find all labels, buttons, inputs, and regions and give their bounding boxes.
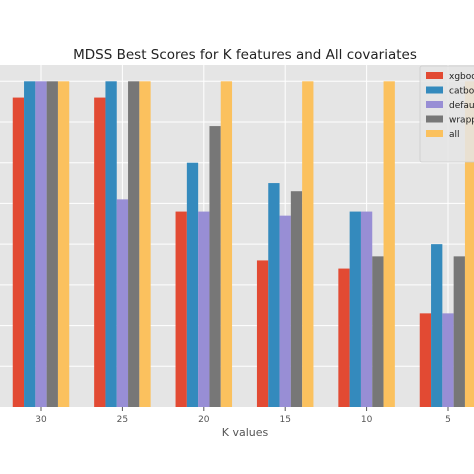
bar-xgboo-10 [338,268,350,407]
x-tick-label: 15 [279,415,290,425]
bar-defau-15 [279,215,291,407]
bar-defau-10 [360,211,373,407]
bar-catbo-15 [268,183,280,407]
bar-defau-20 [198,211,210,407]
bar-catbo-25 [105,81,117,408]
bar-wrapp-15 [290,191,303,407]
bar-wrapp-10 [372,256,384,407]
bar-catbo-5 [431,244,443,407]
bar-catbo-30 [24,81,36,408]
bar-xgboo-30 [12,97,25,408]
bar-wrapp-5 [453,256,465,407]
legend-label-defau: defau [449,101,474,111]
bar-defau-5 [442,313,454,407]
legend-label-wrapp: wrapp [449,116,474,126]
bar-all-30 [57,81,70,408]
bar-all-20 [220,81,233,408]
bar-all-25 [139,81,151,408]
bar-wrapp-20 [209,126,221,408]
plot-area [0,65,474,407]
bar-all-15 [302,81,314,408]
bar-defau-30 [35,81,47,408]
legend-swatch-defau [426,101,443,108]
bar-wrapp-25 [128,81,140,408]
chart-title: MDSS Best Scores for K features and All … [73,47,417,63]
bar-xgboo-25 [94,97,106,408]
bar-xgboo-5 [419,313,432,407]
bar-all-10 [383,81,395,408]
bar-xgboo-15 [256,260,269,407]
bar-all-5 [464,81,474,408]
bar-xgboo-20 [175,211,187,407]
x-tick-label: 10 [361,415,373,425]
bar-defau-25 [116,199,129,407]
legend-label-xgboo: xgboo [449,72,474,82]
legend-swatch-all [426,130,443,137]
x-tick-label: 25 [117,415,128,425]
legend: xgboo catbo defau wrapp all [419,65,474,163]
bars [12,81,474,408]
bar-catbo-20 [186,162,199,407]
x-tick-label: 20 [198,415,210,425]
legend-swatch-xgboo [426,72,443,79]
x-ticks: 30 25 20 15 10 5 [35,407,451,425]
legend-label-all: all [449,130,460,140]
bar-wrapp-30 [46,81,58,408]
x-axis-label: K values [222,426,269,439]
bar-catbo-10 [349,211,361,407]
x-tick-label: 5 [445,415,451,425]
legend-swatch-catbo [426,86,443,94]
x-tick-label: 30 [35,415,47,425]
legend-label-catbo: catbo [449,87,474,97]
legend-swatch-wrapp [426,115,443,123]
